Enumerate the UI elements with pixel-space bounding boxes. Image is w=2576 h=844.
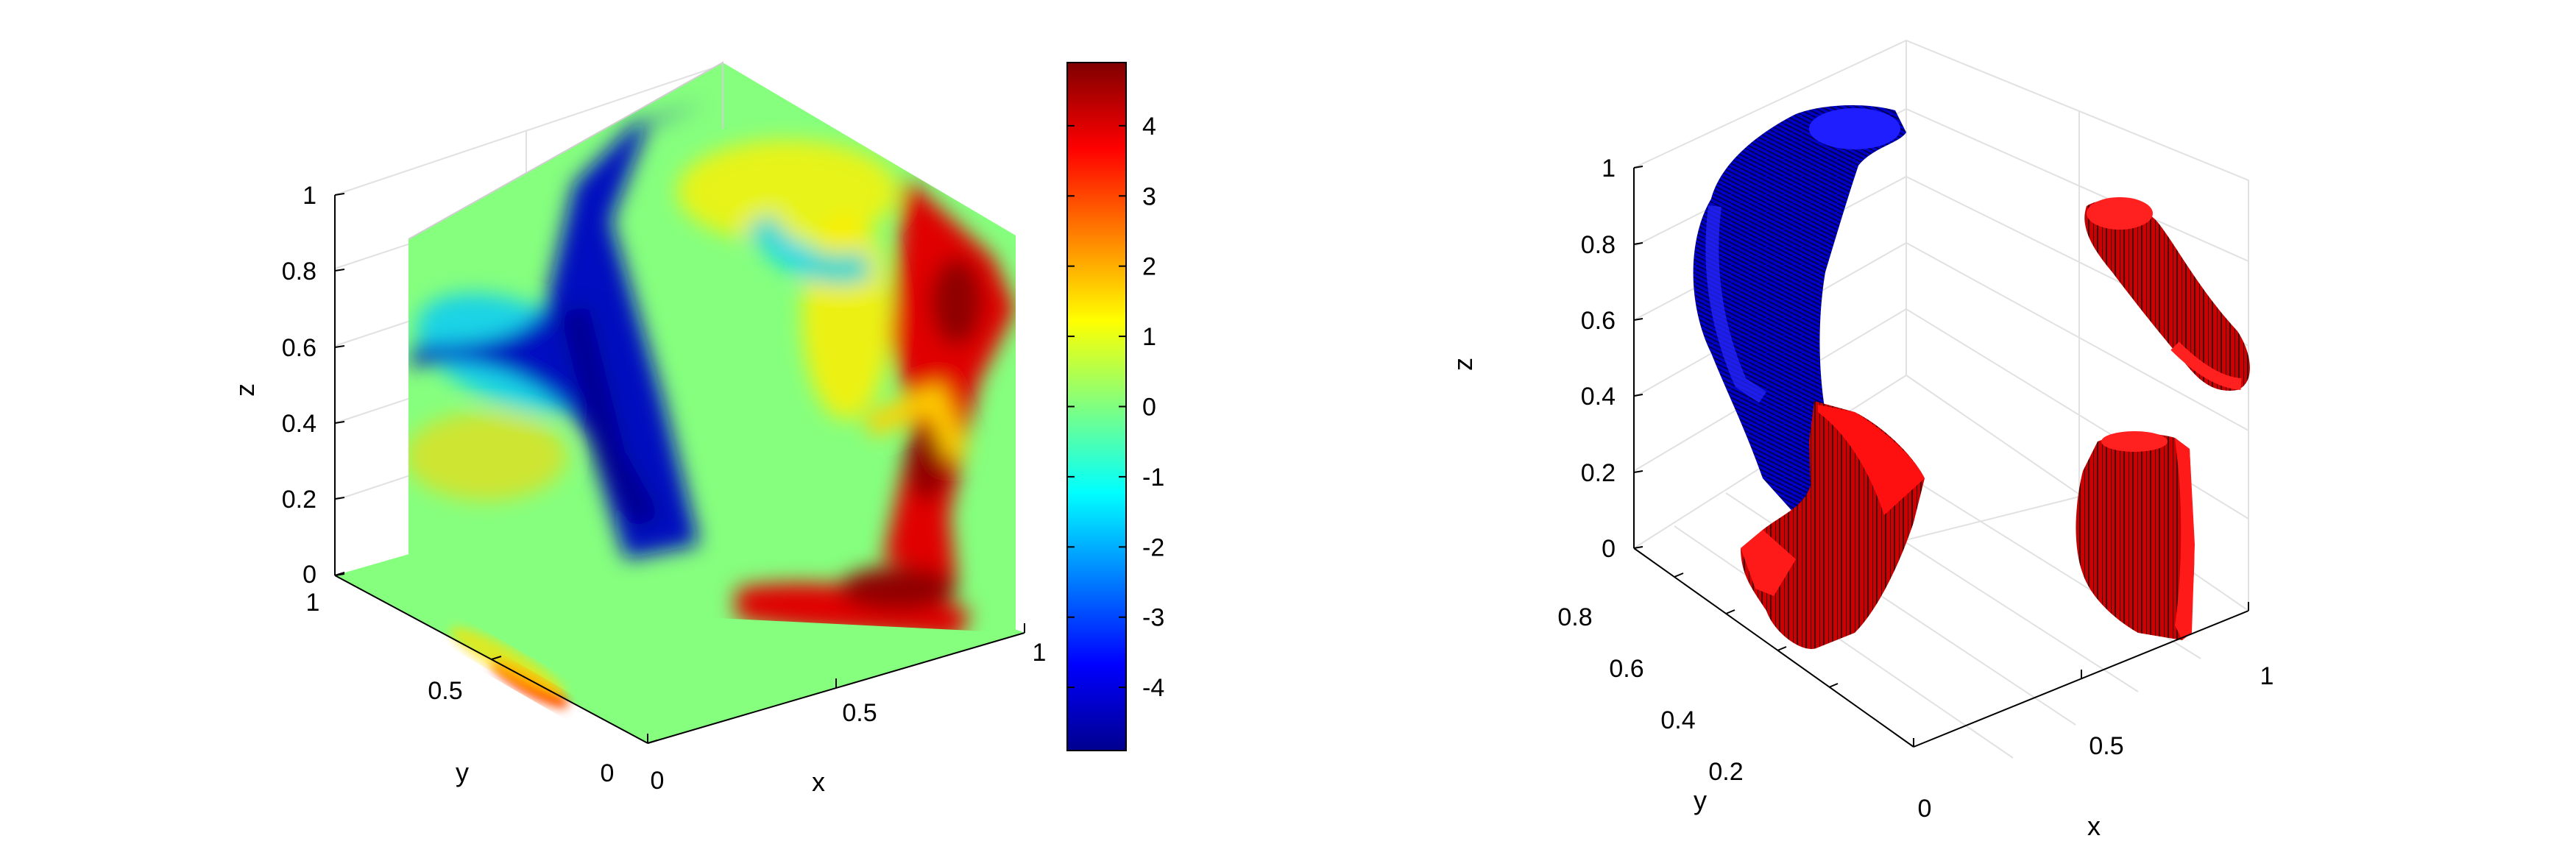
x-tick-labels: 0 0.5 1: [1918, 662, 2274, 823]
z-tick-label: 0.2: [282, 486, 316, 514]
colorbar-ticks: 4 3 2 1 0 -1 -2 -3 -4: [1067, 113, 1164, 702]
box-gridlines: [1633, 39, 2249, 759]
x-axis-label: x: [812, 767, 825, 797]
y-tick-label: 0.8: [1557, 603, 1592, 631]
y-tick-labels: 1 0.5 0: [306, 589, 615, 787]
colorbar-tick-label: -4: [1142, 674, 1164, 702]
colorbar-tick-label: -1: [1142, 464, 1164, 492]
colorbar: 4 3 2 1 0 -1 -2 -3 -4: [1066, 62, 1164, 751]
z-axis-label: z: [230, 383, 260, 397]
y-axis-label: y: [456, 757, 469, 787]
colorbar-tick-label: 1: [1142, 323, 1156, 351]
z-tick-label: 0: [1602, 535, 1616, 563]
z-tick-label: 1: [1602, 155, 1616, 182]
y-tick-label: 0.6: [1609, 655, 1643, 683]
colorbar-tick-label: -3: [1142, 604, 1164, 632]
z-tick-label: 0.6: [1581, 307, 1616, 335]
positive-isosurface-lower: [2076, 431, 2195, 640]
isosurface-plot: 1 0.8 0.6 0.4 0.2 0 0.8 0.6 0.4 0.2 0 0.…: [1448, 39, 2274, 841]
colorbar-tick-label: -2: [1142, 533, 1164, 561]
colorbar-gradient: [1066, 62, 1127, 751]
z-tick-label: 0.8: [282, 258, 316, 286]
axes-lines: [334, 193, 1025, 744]
colorbar-tick-label: 3: [1142, 182, 1156, 210]
x-tick-labels: 0 0.5 1: [651, 639, 1047, 795]
x-tick-label: 0: [1918, 795, 1932, 823]
z-tick-label: 0.4: [1581, 383, 1616, 411]
z-tick-labels: 1 0.8 0.6 0.4 0.2 0: [282, 182, 316, 589]
z-tick-label: 0.4: [282, 410, 316, 438]
z-tick-label: 0.8: [1581, 231, 1616, 259]
negative-isosurface: [1693, 105, 1906, 515]
y-tick-labels: 0.8 0.6 0.4 0.2: [1557, 603, 1743, 786]
axes-lines: [1633, 166, 2249, 748]
y-tick-label: 0.2: [1708, 758, 1743, 786]
y-tick-label: 0.5: [428, 677, 462, 705]
colorbar-tick-label: 2: [1142, 253, 1156, 281]
z-tick-label: 0.6: [282, 334, 316, 362]
z-axis-label: z: [1448, 358, 1478, 371]
colorbar-tick-label: 4: [1142, 113, 1156, 141]
z-tick-label: 0: [302, 561, 316, 589]
x-tick-label: 0.5: [842, 699, 877, 727]
x-tick-label: 1: [2260, 662, 2274, 690]
x-tick-label: 1: [1033, 639, 1047, 667]
positive-isosurface-upper: [2084, 197, 2250, 391]
x-axis-label: x: [2087, 811, 2101, 841]
x-tick-label: 0: [651, 767, 665, 795]
x-tick-label: 0.5: [2089, 732, 2123, 760]
vertical-slices: [408, 63, 1016, 633]
z-tick-label: 1: [302, 182, 316, 210]
slice-plot: 1 0.8 0.6 0.4 0.2 0 1 0.5 0 0 0.5 1 z y …: [230, 61, 1164, 797]
positive-isosurface-center: [1741, 401, 1925, 649]
z-tick-label: 0.2: [1581, 459, 1616, 487]
colorbar-tick-label: 0: [1142, 394, 1156, 422]
z-tick-labels: 1 0.8 0.6 0.4 0.2 0: [1581, 155, 1616, 563]
y-tick-label: 0.4: [1660, 706, 1695, 734]
y-axis-label: y: [1694, 785, 1707, 815]
y-tick-label: 0: [601, 759, 615, 787]
y-tick-label: 1: [306, 589, 320, 617]
